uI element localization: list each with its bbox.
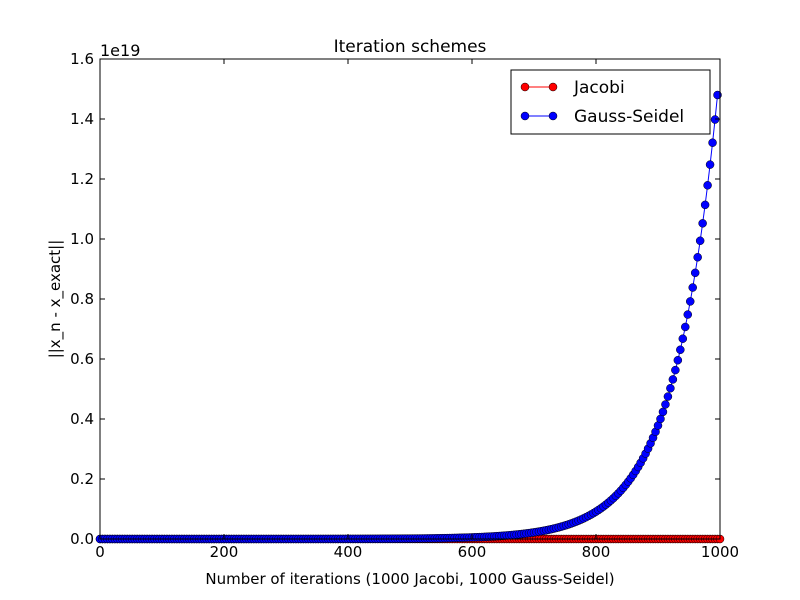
gauss-seidel-point	[678, 334, 688, 343]
gauss-seidel-point	[666, 384, 675, 393]
gauss-seidel-point	[695, 236, 705, 246]
y-axis-label: ||x_n - x_exact||	[46, 240, 65, 359]
x-tick-label: 600	[458, 543, 487, 561]
gauss-seidel-point	[658, 407, 668, 417]
gauss-seidel-point	[663, 392, 673, 401]
gauss-seidel-point	[693, 253, 702, 262]
x-tick-label: 800	[582, 543, 611, 561]
gauss-seidel-point	[708, 138, 717, 147]
gauss-seidel-point	[685, 297, 695, 306]
y-tick-label: 1.0	[70, 230, 94, 248]
gauss-seidel-point	[683, 310, 693, 319]
x-tick-label: 0	[95, 543, 105, 561]
y-scale-offset-label: 1e19	[100, 41, 140, 60]
y-tick-label: 0.8	[70, 290, 94, 308]
chart-title: Iteration schemes	[334, 37, 487, 57]
y-tick-label: 0.0	[70, 530, 94, 548]
x-tick-label: 400	[334, 543, 363, 561]
y-tick-label: 0.2	[70, 470, 94, 488]
y-tick-label: 1.6	[70, 50, 94, 68]
gauss-seidel-point	[700, 200, 710, 210]
legend-box	[510, 69, 711, 135]
gauss-seidel-point	[710, 115, 720, 124]
gauss-seidel-point	[698, 219, 707, 228]
gauss-seidel-point	[668, 375, 678, 384]
legend-gauss-seidel-marker	[520, 111, 530, 121]
plot-area	[100, 59, 720, 539]
legend-gauss-seidel-marker	[548, 111, 558, 121]
gauss-seidel-point	[681, 322, 690, 332]
gauss-seidel-point	[705, 160, 715, 169]
gauss-seidel-point	[673, 355, 683, 365]
legend-jacobi-label: Jacobi	[573, 78, 625, 98]
y-tick-label: 0.6	[70, 350, 94, 368]
ticks-layer: 0 200 400 600 800 1000 0.0 0.2 0.4 0.6 0.8 1.0 1.2 1.…	[70, 50, 739, 561]
x-tick-label: 1000	[701, 543, 739, 561]
gauss-seidel-point	[688, 283, 697, 292]
legend-jacobi-marker	[520, 82, 530, 92]
gauss-seidel-point	[676, 345, 685, 355]
gauss-seidel-point	[661, 400, 670, 409]
gauss-seidel-point	[690, 268, 700, 278]
legend-jacobi-marker	[548, 82, 558, 92]
y-tick-label: 0.4	[70, 410, 94, 428]
x-axis-label: Number of iterations (1000 Jacobi, 1000 …	[205, 570, 614, 588]
y-tick-label: 1.4	[70, 110, 94, 128]
gauss-seidel-point	[703, 181, 712, 190]
x-tick-label: 200	[210, 543, 239, 561]
gauss-seidel-point	[671, 365, 680, 375]
legend: Jacobi Gauss-Seidel	[510, 69, 711, 135]
y-tick-label: 1.2	[70, 170, 94, 188]
legend-gauss-seidel-label: Gauss-Seidel	[574, 107, 684, 127]
